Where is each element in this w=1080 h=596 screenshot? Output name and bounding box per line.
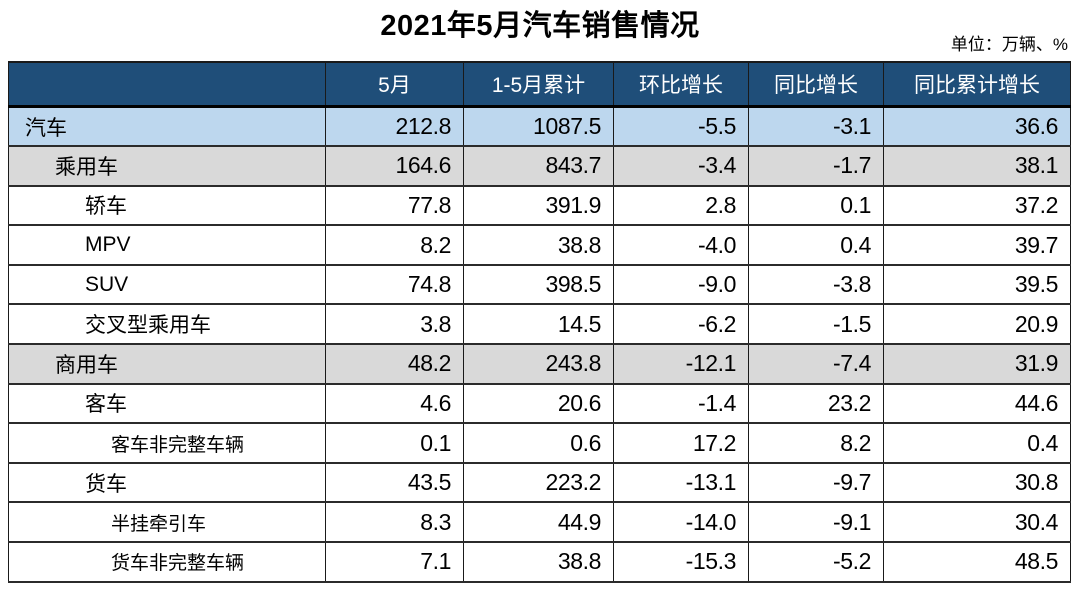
value-cell: 243.8	[463, 343, 614, 385]
value-cell: 74.8	[325, 263, 464, 306]
table-row: 商用车 48.2 243.8 -12.1 -7.4 31.9	[8, 343, 1071, 385]
row-label-column-header	[8, 61, 326, 108]
table-row: 货车 43.5 223.2 -13.1 -9.7 30.8	[8, 461, 1071, 504]
page-title: 2021年5月汽车销售情况	[380, 10, 700, 42]
column-header: 同比增长	[748, 61, 884, 108]
value-cell: -15.3	[613, 541, 749, 583]
table-row: MPV 8.2 38.8 -4.0 0.4 39.7	[8, 224, 1071, 266]
value-cell: 44.9	[463, 501, 614, 544]
value-cell: 391.9	[463, 184, 614, 227]
value-cell: -9.7	[748, 461, 884, 504]
table-body: 汽车 212.8 1087.5 -5.5 -3.1 36.6 乘用车 164.6 843.7 -3…	[8, 105, 1071, 583]
table-row: 汽车 212.8 1087.5 -5.5 -3.1 36.6	[8, 105, 1071, 148]
value-cell: 36.6	[883, 105, 1071, 148]
column-header: 环比增长	[613, 61, 749, 108]
value-cell: 17.2	[613, 422, 749, 464]
value-cell: 0.1	[325, 422, 464, 464]
value-cell: -1.4	[613, 382, 749, 425]
value-cell: 0.4	[883, 422, 1071, 464]
value-cell: 77.8	[325, 184, 464, 227]
row-label: 半挂牵引车	[8, 501, 326, 544]
value-cell: 14.5	[463, 303, 614, 346]
table-row: 交叉型乘用车 3.8 14.5 -6.2 -1.5 20.9	[8, 303, 1071, 346]
value-cell: 38.8	[463, 541, 614, 583]
table-row: 乘用车 164.6 843.7 -3.4 -1.7 38.1	[8, 145, 1071, 187]
row-label: MPV	[8, 224, 326, 266]
value-cell: -14.0	[613, 501, 749, 544]
column-header: 1-5月累计	[463, 61, 614, 108]
row-label: 乘用车	[8, 145, 326, 187]
value-cell: 0.4	[748, 224, 884, 266]
row-label: 客车	[8, 382, 326, 425]
value-cell: 38.1	[883, 145, 1071, 187]
value-cell: 23.2	[748, 382, 884, 425]
value-cell: 20.9	[883, 303, 1071, 346]
table-row: 轿车 77.8 391.9 2.8 0.1 37.2	[8, 184, 1071, 227]
table-row: 客车非完整车辆 0.1 0.6 17.2 8.2 0.4	[8, 422, 1071, 464]
value-cell: -3.8	[748, 263, 884, 306]
value-cell: -3.1	[748, 105, 884, 148]
value-cell: -13.1	[613, 461, 749, 504]
value-cell: 37.2	[883, 184, 1071, 227]
table-row: 半挂牵引车 8.3 44.9 -14.0 -9.1 30.4	[8, 501, 1071, 544]
value-cell: 30.8	[883, 461, 1071, 504]
value-cell: 39.7	[883, 224, 1071, 266]
table-row: 客车 4.6 20.6 -1.4 23.2 44.6	[8, 382, 1071, 425]
value-cell: -5.2	[748, 541, 884, 583]
value-cell: -5.5	[613, 105, 749, 148]
value-cell: 7.1	[325, 541, 464, 583]
value-cell: -6.2	[613, 303, 749, 346]
value-cell: 0.6	[463, 422, 614, 464]
sales-table: 5月 1-5月累计 环比增长 同比增长 同比累计增长 汽车 212.8 1087.5 -5.5…	[8, 61, 1071, 583]
value-cell: -7.4	[748, 343, 884, 385]
value-cell: 38.8	[463, 224, 614, 266]
row-label: SUV	[8, 263, 326, 306]
value-cell: 39.5	[883, 263, 1071, 306]
value-cell: 398.5	[463, 263, 614, 306]
value-cell: 31.9	[883, 343, 1071, 385]
column-header: 同比累计增长	[883, 61, 1071, 108]
value-cell: 44.6	[883, 382, 1071, 425]
row-label: 货车	[8, 461, 326, 504]
value-cell: -9.0	[613, 263, 749, 306]
value-cell: 4.6	[325, 382, 464, 425]
value-cell: 8.2	[748, 422, 884, 464]
value-cell: 3.8	[325, 303, 464, 346]
value-cell: 48.5	[883, 541, 1071, 583]
value-cell: -4.0	[613, 224, 749, 266]
table-row: 货车非完整车辆 7.1 38.8 -15.3 -5.2 48.5	[8, 541, 1071, 583]
unit-note: 单位：万辆、%	[950, 35, 1068, 54]
row-label: 轿车	[8, 184, 326, 227]
value-cell: 843.7	[463, 145, 614, 187]
table-row: SUV 74.8 398.5 -9.0 -3.8 39.5	[8, 263, 1071, 306]
row-label: 商用车	[8, 343, 326, 385]
value-cell: 164.6	[325, 145, 464, 187]
row-label: 汽车	[8, 105, 326, 148]
value-cell: 8.2	[325, 224, 464, 266]
value-cell: -3.4	[613, 145, 749, 187]
value-cell: -12.1	[613, 343, 749, 385]
value-cell: 1087.5	[463, 105, 614, 148]
value-cell: 30.4	[883, 501, 1071, 544]
row-label: 货车非完整车辆	[8, 541, 326, 583]
row-label: 客车非完整车辆	[8, 422, 326, 464]
value-cell: 8.3	[325, 501, 464, 544]
column-header: 5月	[325, 61, 464, 108]
value-cell: 20.6	[463, 382, 614, 425]
header-row: 5月 1-5月累计 环比增长 同比增长 同比累计增长	[8, 61, 1071, 108]
value-cell: 0.1	[748, 184, 884, 227]
row-label: 交叉型乘用车	[8, 303, 326, 346]
value-cell: -1.7	[748, 145, 884, 187]
value-cell: -9.1	[748, 501, 884, 544]
value-cell: -1.5	[748, 303, 884, 346]
value-cell: 48.2	[325, 343, 464, 385]
value-cell: 212.8	[325, 105, 464, 148]
value-cell: 223.2	[463, 461, 614, 504]
value-cell: 43.5	[325, 461, 464, 504]
value-cell: 2.8	[613, 184, 749, 227]
